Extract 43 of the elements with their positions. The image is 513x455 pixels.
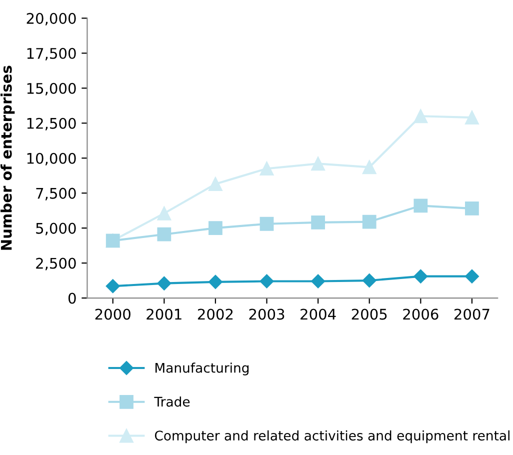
x-tick-label: 2003 — [249, 308, 284, 320]
legend-label: Computer and related activities and equipment rental — [154, 430, 510, 444]
y-tick-label: 7,500 — [36, 188, 76, 200]
point — [260, 216, 274, 231]
y-axis-title: Number of enterprises — [0, 66, 15, 250]
point — [464, 269, 479, 284]
point — [414, 269, 428, 284]
y-tick-label: 20,000 — [26, 12, 76, 26]
point — [260, 274, 274, 288]
point — [157, 206, 172, 220]
y-tick-label: 17,500 — [27, 48, 76, 60]
point — [414, 198, 428, 213]
point — [106, 279, 120, 294]
point — [208, 177, 222, 191]
y-tick-label: 12,500 — [27, 118, 76, 130]
y-tick-label: 15,000 — [27, 82, 76, 96]
y-tick-label: 5,000 — [36, 222, 76, 236]
x-tick-label: 2002 — [198, 308, 233, 320]
point — [311, 274, 326, 288]
point — [414, 109, 428, 124]
point — [465, 202, 479, 216]
point — [157, 227, 172, 242]
y-tick-label: 2,500 — [36, 258, 76, 270]
point — [362, 160, 376, 174]
point — [260, 162, 274, 176]
x-tick-label: 2000 — [95, 308, 130, 320]
y-tick-label: 0 — [68, 292, 76, 304]
point — [362, 214, 376, 229]
x-tick-label: 2001 — [146, 308, 182, 320]
point — [208, 221, 222, 236]
point — [311, 216, 326, 230]
point — [311, 156, 326, 171]
legend-label: Trade — [154, 396, 190, 407]
y-tick-label: 10,000 — [27, 152, 76, 166]
x-tick-label: 2005 — [352, 308, 387, 320]
point — [465, 110, 479, 124]
point — [362, 274, 376, 288]
point — [157, 276, 172, 290]
x-tick-label: 2004 — [300, 308, 336, 320]
x-tick-label: 2007 — [454, 308, 490, 320]
x-tick-label: 2006 — [403, 308, 438, 320]
point — [208, 274, 222, 289]
legend-label: Manufacturing — [156, 362, 249, 376]
